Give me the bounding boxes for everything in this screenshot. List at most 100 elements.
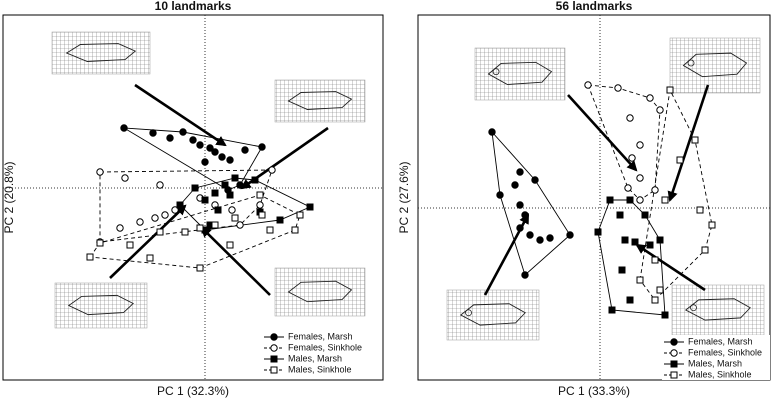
- data-point: [226, 241, 234, 249]
- data-point: [176, 201, 184, 209]
- data-point: [196, 224, 204, 232]
- data-point: [196, 141, 204, 149]
- data-point: [676, 156, 684, 164]
- data-point: [631, 238, 639, 246]
- data-point: [156, 181, 164, 189]
- shape-outline: [287, 280, 353, 303]
- data-point: [656, 286, 664, 294]
- legend-marker: [270, 355, 278, 363]
- legend-text: Females, Marsh: [688, 336, 753, 346]
- shape-outline: [65, 43, 137, 62]
- data-point: [296, 211, 304, 219]
- data-point: [616, 211, 624, 219]
- data-point: [201, 158, 209, 166]
- data-point: [151, 214, 159, 222]
- convex-hull: [123, 127, 263, 191]
- legend-text: Females, Sinkhole: [688, 347, 762, 357]
- data-point: [636, 276, 644, 284]
- data-point: [231, 214, 239, 222]
- convex-hull: [639, 88, 713, 301]
- data-point: [211, 221, 219, 229]
- data-point: [226, 156, 234, 164]
- data-point: [241, 146, 249, 154]
- data-point: [531, 176, 539, 184]
- data-point: [651, 296, 659, 304]
- data-point: [218, 153, 226, 161]
- data-point: [86, 253, 94, 261]
- data-point: [266, 226, 274, 234]
- arrow: [567, 94, 638, 172]
- data-point: [614, 84, 622, 92]
- data-point: [488, 128, 496, 136]
- data-point: [618, 266, 626, 274]
- data-point: [211, 148, 219, 156]
- data-point: [656, 106, 664, 114]
- data-point: [166, 134, 174, 142]
- data-point: [646, 94, 654, 102]
- data-point: [161, 211, 169, 219]
- data-point: [121, 174, 129, 182]
- legend-marker: [270, 333, 278, 341]
- chart-title: 56 landmarks: [556, 0, 633, 13]
- data-point: [291, 226, 299, 234]
- plot-frame: [417, 14, 771, 381]
- data-point: [661, 196, 669, 204]
- data-point: [624, 184, 632, 192]
- data-point: [661, 311, 669, 319]
- data-point: [120, 124, 128, 132]
- plot-frame: [2, 14, 384, 381]
- data-point: [196, 264, 204, 272]
- data-point: [251, 176, 259, 184]
- legend-marker: [670, 360, 678, 368]
- shape-outline: [487, 61, 553, 85]
- data-point: [136, 218, 144, 226]
- data-point: [628, 154, 636, 162]
- data-point: [231, 174, 239, 182]
- data-point: [511, 181, 519, 189]
- data-point: [608, 306, 616, 314]
- shape-outline: [684, 298, 751, 321]
- legend-text: Females, Sinkhole: [288, 342, 362, 352]
- data-point: [236, 181, 244, 189]
- data-point: [516, 201, 524, 209]
- data-point: [116, 224, 124, 232]
- deformation-grid: [669, 37, 761, 94]
- shape-outline: [459, 303, 526, 326]
- convex-hull: [491, 130, 571, 276]
- data-point: [226, 191, 234, 199]
- y-axis-label: PC 2 (27.6%): [397, 161, 411, 233]
- data-point: [636, 174, 644, 182]
- data-point: [626, 296, 634, 304]
- legend-text: Females, Marsh: [288, 331, 353, 341]
- data-point: [256, 191, 264, 199]
- data-point: [626, 114, 634, 122]
- data-point: [651, 256, 659, 264]
- chart-title: 10 landmarks: [155, 0, 232, 13]
- arrow: [134, 83, 227, 147]
- data-point: [641, 211, 649, 219]
- data-point: [626, 196, 634, 204]
- data-point: [584, 81, 592, 89]
- legend-marker: [670, 371, 678, 379]
- data-point: [546, 234, 554, 242]
- data-point: [258, 143, 266, 151]
- data-point: [96, 239, 104, 247]
- data-point: [606, 196, 614, 204]
- data-point: [96, 168, 104, 176]
- x-axis-label: PC 1 (32.3%): [157, 384, 229, 398]
- data-point: [666, 86, 674, 94]
- data-point: [191, 184, 199, 192]
- eye: [492, 68, 500, 76]
- legend-marker: [270, 366, 278, 374]
- data-point: [221, 181, 229, 189]
- data-point: [516, 168, 524, 176]
- eye: [465, 309, 472, 317]
- legend-marker: [670, 349, 678, 357]
- data-point: [708, 221, 716, 229]
- legend-text: Males, Marsh: [288, 353, 342, 363]
- data-point: [656, 236, 664, 244]
- data-point: [268, 166, 276, 174]
- data-point: [521, 211, 529, 219]
- data-point: [621, 236, 629, 244]
